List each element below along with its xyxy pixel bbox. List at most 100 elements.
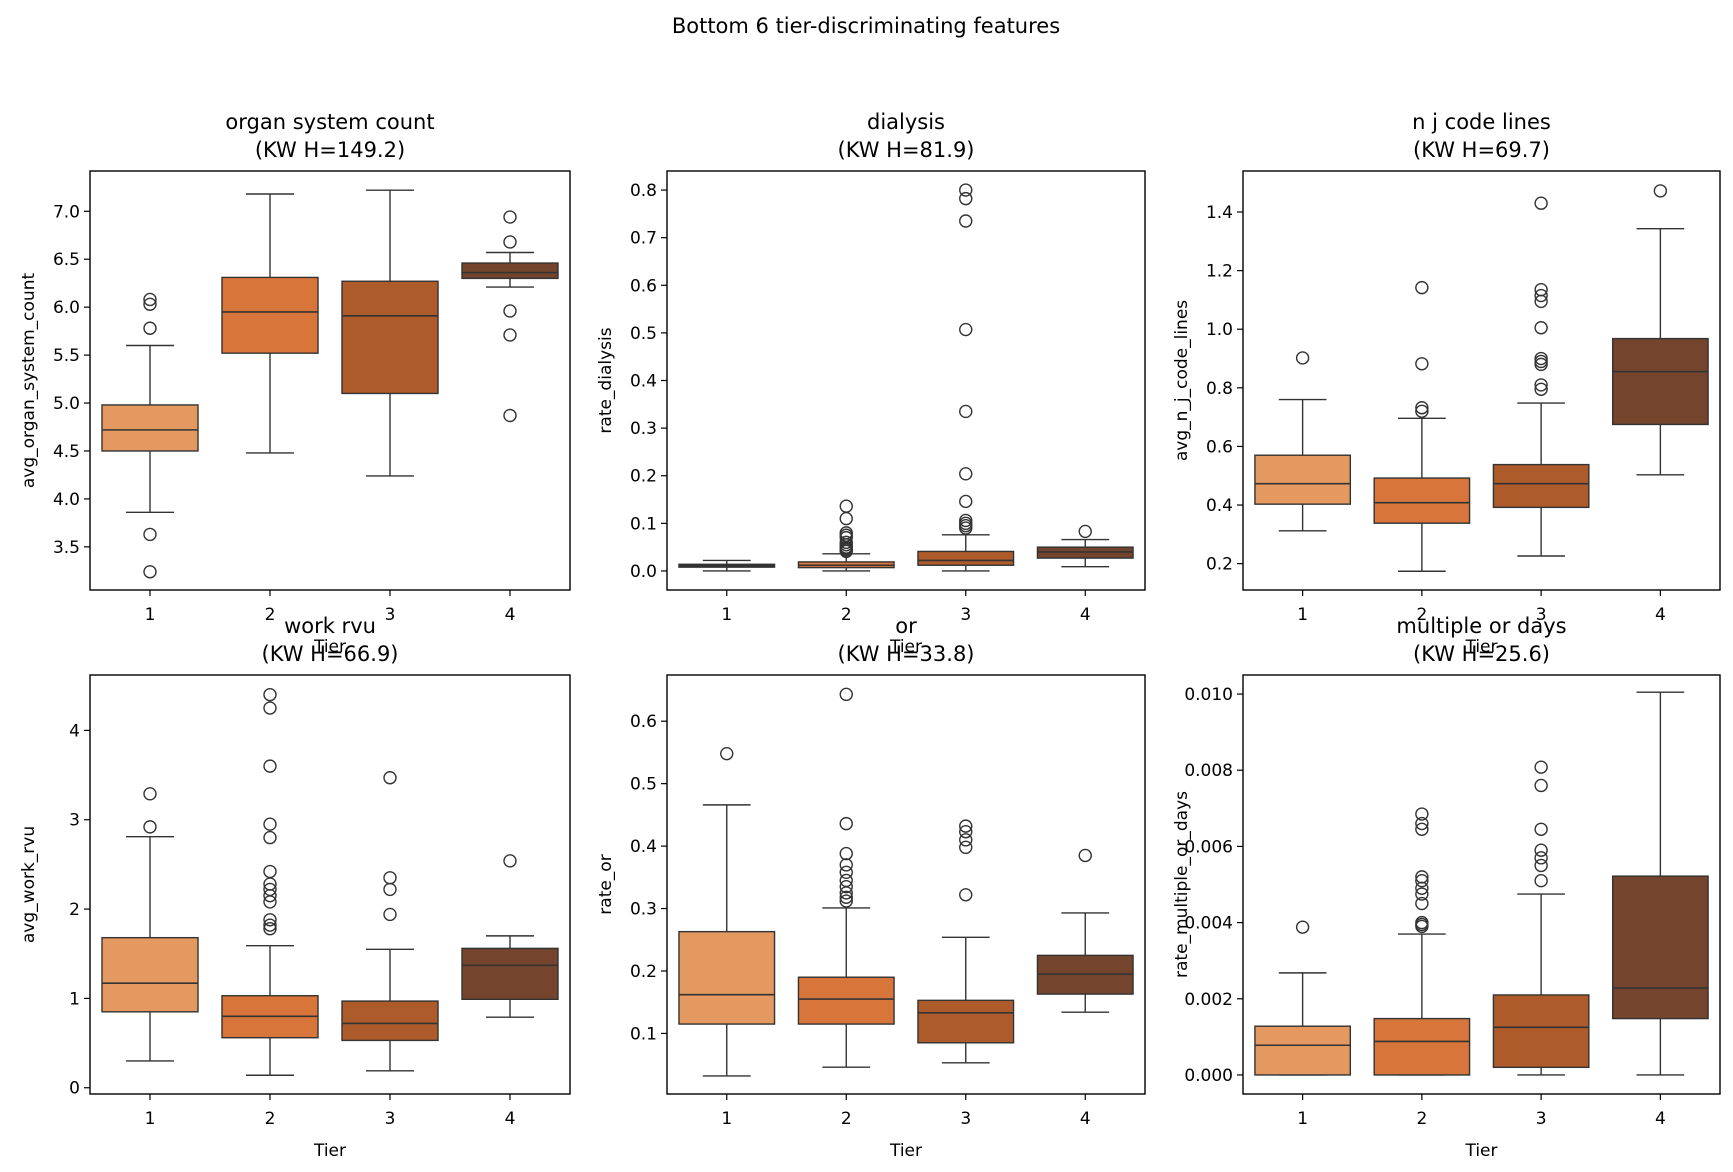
outlier-point <box>1534 822 1548 836</box>
subplot-5: 0.1 0.2 0.3 0.4 0.5 0.6 1 2 3 4 Tier rate_or or (KW H… <box>596 614 1146 1161</box>
subplot-subtitle: (KW H=69.7) <box>1413 138 1550 162</box>
y-tick-label: 0.4 <box>630 837 657 857</box>
y-tick-label: 0 <box>69 1079 80 1099</box>
outlier-point <box>1415 357 1429 371</box>
box-tier-1 <box>678 746 776 1077</box>
axes-frame <box>89 170 571 591</box>
outlier-point <box>959 191 973 206</box>
y-tick-label: 1.4 <box>1206 203 1233 223</box>
outlier-point <box>1534 196 1548 210</box>
outlier-point <box>263 918 277 932</box>
x-tick-label: 1 <box>721 1109 732 1129</box>
subplot-subtitle: (KW H=33.8) <box>838 642 975 666</box>
y-tick-label: 0.1 <box>630 1024 657 1044</box>
x-tick-label: 1 <box>145 1109 156 1129</box>
box-tier-2 <box>797 687 895 1068</box>
outlier-point <box>143 297 157 311</box>
outlier-point <box>503 304 517 318</box>
y-tick-label: 0.6 <box>630 276 657 296</box>
outlier-point <box>959 825 973 839</box>
outlier-point <box>143 787 157 801</box>
outlier-point <box>1415 807 1429 821</box>
x-tick-label: 4 <box>1655 605 1666 625</box>
y-tick-label: 0.3 <box>630 900 657 920</box>
y-tick-label: 0.7 <box>630 229 657 249</box>
outlier-point <box>959 467 973 481</box>
outlier-point <box>839 890 853 905</box>
outlier-point <box>1534 873 1548 888</box>
subplot-title: or <box>895 614 917 638</box>
box-tier-4 <box>461 210 559 423</box>
outlier-point <box>959 404 973 419</box>
outlier-point <box>503 854 517 868</box>
outlier-point <box>383 771 397 785</box>
outlier-point <box>1415 816 1429 831</box>
outlier-point <box>1415 919 1429 934</box>
outlier-point <box>263 913 277 927</box>
y-axis-label: rate_multiple_or_days <box>1172 791 1192 978</box>
outlier-point <box>263 759 277 773</box>
box-tier-3 <box>341 771 439 1072</box>
box-tier-3 <box>1492 196 1590 557</box>
outlier-point <box>839 816 853 831</box>
outlier-point <box>1534 288 1548 303</box>
box-tier-1 <box>1254 351 1352 532</box>
x-axis-label: Tier <box>889 637 922 657</box>
x-tick-label: 3 <box>1536 1109 1547 1129</box>
outlier-point <box>1415 280 1429 295</box>
subplot-subtitle: (KW H=81.9) <box>838 138 975 162</box>
outlier-point <box>1534 858 1548 873</box>
axes-frame <box>89 674 571 1095</box>
y-tick-label: 4 <box>69 721 80 741</box>
y-axis-label: rate_dialysis <box>596 327 616 433</box>
y-tick-label: 0.1 <box>630 514 657 534</box>
outlier-point <box>839 886 853 900</box>
y-tick-label: 1 <box>69 989 80 1009</box>
outlier-point <box>143 292 157 307</box>
y-tick-label: 0.5 <box>630 324 657 344</box>
subplot-title: organ system count <box>225 110 434 134</box>
iqr-box <box>461 947 559 1001</box>
outlier-point <box>1415 873 1429 888</box>
iqr-box <box>1611 337 1709 426</box>
y-tick-label: 6.5 <box>53 250 80 270</box>
x-tick-label: 3 <box>385 605 396 625</box>
box-tier-2 <box>1373 807 1471 1076</box>
outlier-point <box>839 879 853 894</box>
x-tick-label: 1 <box>145 605 156 625</box>
outlier-point <box>1415 896 1429 911</box>
outlier-point <box>1534 843 1548 857</box>
outlier-point <box>1415 401 1429 415</box>
outlier-point <box>839 544 853 559</box>
x-tick-label: 3 <box>960 1109 971 1129</box>
x-tick-label: 2 <box>265 605 276 625</box>
outlier-point <box>1415 881 1429 896</box>
outlier-point <box>959 888 973 902</box>
outlier-point <box>959 521 973 535</box>
outlier-point <box>263 922 277 936</box>
box-tier-4 <box>1036 848 1134 1013</box>
figure-suptitle: Bottom 6 tier-discriminating features <box>672 14 1060 38</box>
outlier-point <box>959 494 973 509</box>
y-tick-label: 0.002 <box>1184 990 1233 1010</box>
axes-frame <box>666 674 1146 1095</box>
outlier-point <box>959 819 973 833</box>
y-tick-label: 0.8 <box>1206 379 1233 399</box>
y-tick-label: 0.6 <box>630 712 657 732</box>
x-tick-label: 4 <box>505 1109 516 1129</box>
outlier-point <box>503 408 517 423</box>
iqr-box <box>1254 1025 1352 1076</box>
subplot-title: dialysis <box>867 110 945 134</box>
outlier-point <box>263 687 277 702</box>
x-tick-label: 1 <box>1297 605 1308 625</box>
box-tier-1 <box>1254 920 1352 1076</box>
outlier-point <box>143 321 157 335</box>
outlier-point <box>1534 382 1548 396</box>
y-tick-label: 0.4 <box>630 372 657 392</box>
y-tick-label: 5.0 <box>53 394 80 414</box>
outlier-point <box>1534 357 1548 372</box>
outlier-point <box>383 882 397 897</box>
box-tier-3 <box>917 819 1015 1064</box>
x-axis-label: Tier <box>1464 1141 1497 1161</box>
